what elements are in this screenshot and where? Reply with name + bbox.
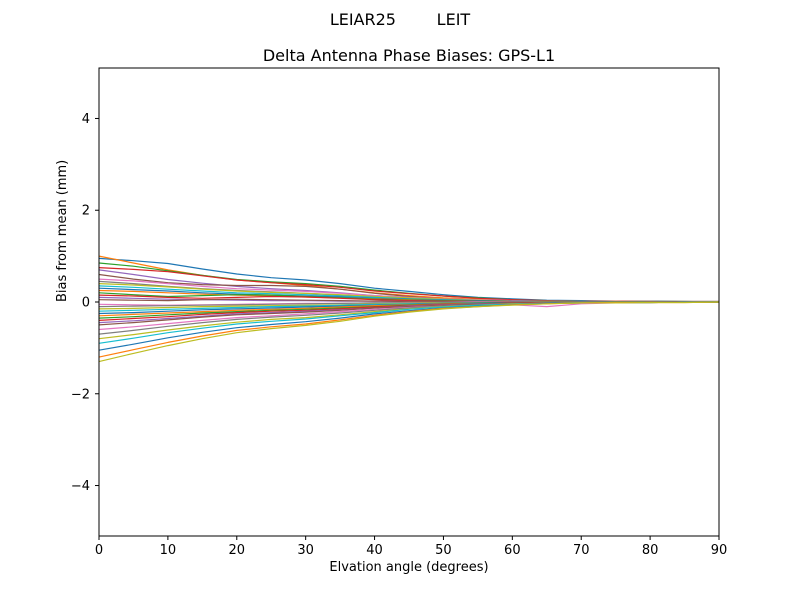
y-tick-label: 2	[82, 204, 90, 219]
chart-line-line-02	[98, 255, 719, 303]
y-tick-label: 4	[82, 112, 90, 127]
x-tick-label: 40	[366, 543, 383, 558]
x-tick-label: 60	[504, 543, 521, 558]
x-tick-label: 0	[95, 543, 103, 558]
x-tick-label: 80	[642, 543, 659, 558]
x-tick-label: 90	[711, 543, 728, 558]
y-tick-label: −2	[71, 387, 90, 402]
x-tick-label: 50	[435, 543, 452, 558]
y-tick-label: −4	[71, 479, 90, 494]
x-axis-label: Elvation angle (degrees)	[329, 560, 489, 575]
x-tick-label: 20	[229, 543, 246, 558]
x-tick-label: 30	[297, 543, 314, 558]
x-tick-label: 10	[160, 543, 177, 558]
y-tick-label: 0	[82, 296, 90, 311]
x-tick-label: 70	[573, 543, 590, 558]
chart-title: Delta Antenna Phase Biases: GPS-L1	[262, 46, 556, 65]
figure-suptitle: LEIAR25 LEIT	[329, 10, 471, 29]
chart-line-line-33	[98, 301, 720, 363]
